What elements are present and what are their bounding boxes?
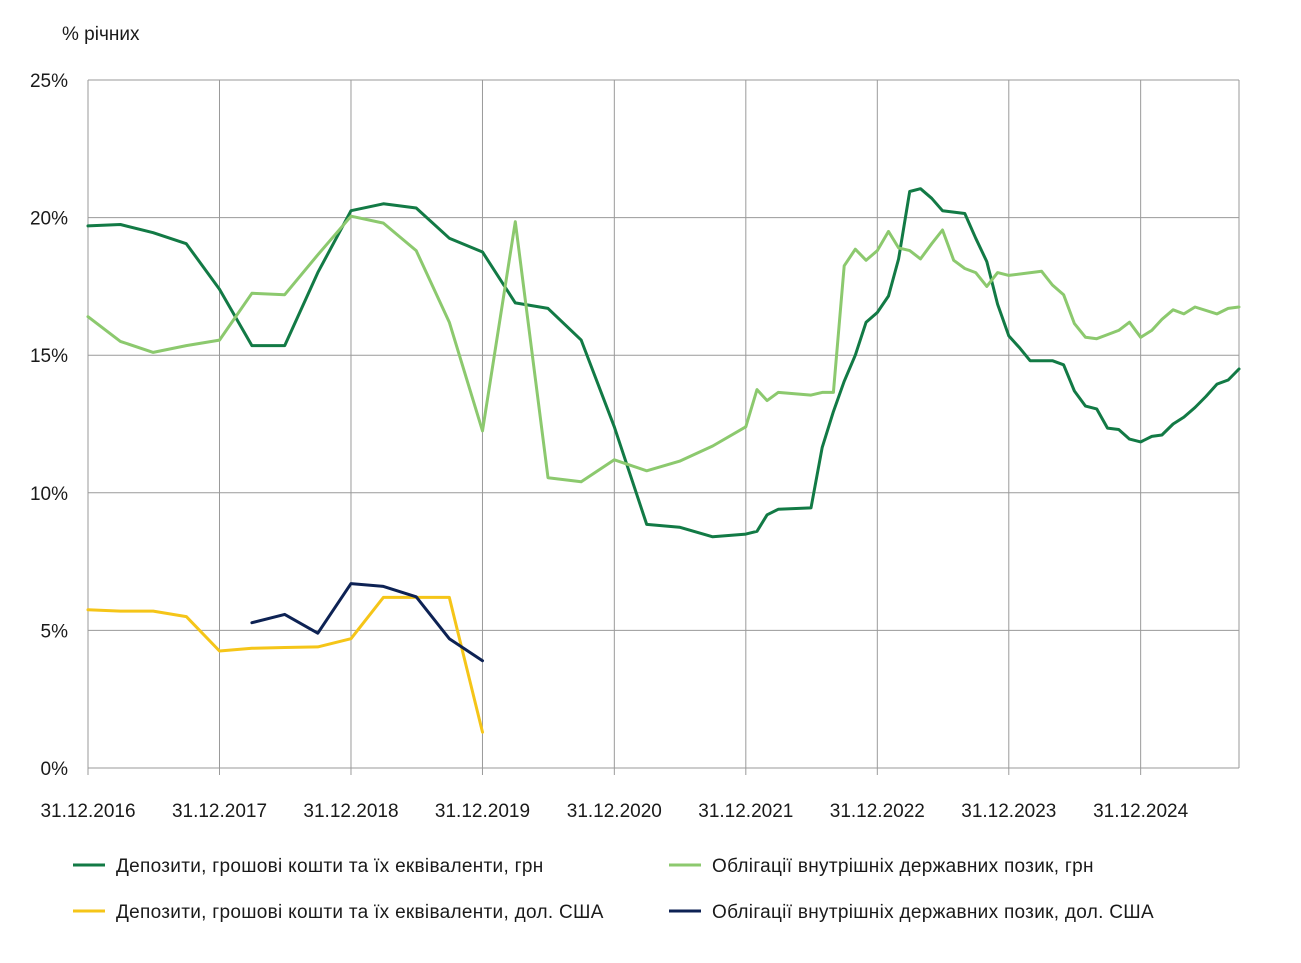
legend-item: Депозити, грошові кошти та їх еквівалент… <box>73 902 604 923</box>
legend-label: Депозити, грошові кошти та їх еквівалент… <box>116 856 544 877</box>
x-tick-label: 31.12.2022 <box>830 801 925 822</box>
series-line-bonds-uah <box>86 214 1241 484</box>
legend-item: Облігації внутрішніх державних позик, до… <box>669 902 1154 923</box>
x-tick-label: 31.12.2016 <box>40 801 135 822</box>
legend-label: Депозити, грошові кошти та їх еквівалент… <box>116 902 604 923</box>
gridlines <box>87 79 1240 769</box>
y-tick-label: 5% <box>41 621 69 642</box>
series-lines <box>86 187 1241 734</box>
legend-item: Облігації внутрішніх державних позик, гр… <box>669 856 1094 877</box>
y-tick-label: 0% <box>41 759 69 780</box>
series-line-deposits-uah <box>86 187 1241 539</box>
legend-item: Депозити, грошові кошти та їх еквівалент… <box>73 856 544 877</box>
legend-label: Облігації внутрішніх державних позик, до… <box>712 902 1154 923</box>
series-line-deposits-usd <box>86 595 484 734</box>
x-tick-label: 31.12.2021 <box>698 801 793 822</box>
x-tick-label: 31.12.2024 <box>1093 801 1189 822</box>
y-tick-label: 15% <box>30 346 68 367</box>
x-tick-label: 31.12.2019 <box>435 801 530 822</box>
y-tick-label: 10% <box>30 484 68 505</box>
x-tick-label: 31.12.2020 <box>567 801 662 822</box>
series-line-bonds-usd <box>250 582 484 663</box>
x-tick-label: 31.12.2023 <box>961 801 1056 822</box>
x-tick-label: 31.12.2018 <box>303 801 398 822</box>
axes: 0% 5% 10% 15% 20% 25% 31.12.2016 31.12.2017 31.1… <box>30 71 1189 822</box>
y-axis-label: % річних <box>62 24 140 45</box>
x-tick-label: 31.12.2017 <box>172 801 267 822</box>
legend-label: Облігації внутрішніх державних позик, гр… <box>712 856 1094 877</box>
y-tick-label: 25% <box>30 71 68 92</box>
y-tick-label: 20% <box>30 209 68 230</box>
legend: Депозити, грошові кошти та їх еквівалент… <box>73 856 1154 923</box>
